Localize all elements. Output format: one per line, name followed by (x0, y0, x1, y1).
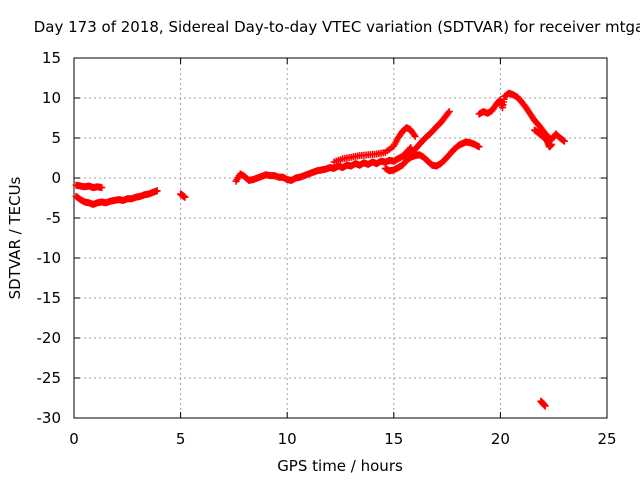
data-point (560, 137, 568, 145)
y-tick-label: -25 (37, 369, 62, 387)
data-point (548, 140, 556, 148)
y-tick-label: 15 (42, 49, 61, 67)
grid-lines (74, 58, 607, 418)
x-tick-label: 5 (176, 430, 186, 448)
x-tick-label: 0 (69, 430, 79, 448)
data-point (153, 187, 161, 195)
x-tick-label: 20 (491, 430, 510, 448)
x-tick-label: 10 (278, 430, 297, 448)
y-tick-label: 10 (42, 89, 61, 107)
series-arc-1 (72, 181, 106, 192)
data-point (541, 402, 549, 410)
series-arc-7 (403, 108, 453, 163)
series-arc-4 (232, 144, 415, 185)
data-point (98, 184, 106, 192)
data-point (444, 109, 452, 117)
series-arc-2 (72, 187, 161, 208)
y-tick-label: -30 (37, 409, 62, 427)
data-point (181, 193, 189, 201)
chart-title: Day 173 of 2018, Sidereal Day-to-day VTE… (34, 18, 640, 36)
y-tick-label: -20 (37, 329, 62, 347)
series-arc-3 (177, 190, 189, 201)
y-tick-label: -5 (46, 209, 61, 227)
y-axis: -30 -25 -20 -15 -10 -5 0 5 10 15 (37, 49, 607, 427)
x-tick-label: 15 (384, 430, 403, 448)
series-arc-6 (381, 138, 483, 175)
x-tick-label: 25 (597, 430, 616, 448)
series-arc-10 (537, 397, 549, 410)
y-axis-label: SDTVAR / TECUs (6, 176, 24, 299)
y-tick-label: 0 (51, 169, 61, 187)
data-point (411, 132, 419, 140)
plot-frame (73, 57, 608, 419)
series-arc-5 (330, 124, 419, 166)
series-arc-9 (531, 126, 556, 151)
y-tick-label: -10 (37, 249, 62, 267)
data-point (445, 108, 453, 116)
data-point (475, 143, 483, 151)
data-points (72, 89, 568, 410)
y-tick-label: 5 (51, 129, 61, 147)
x-axis: 0 5 10 15 20 25 (69, 58, 617, 448)
y-tick-label: -15 (37, 289, 62, 307)
x-axis-label: GPS time / hours (277, 457, 403, 475)
